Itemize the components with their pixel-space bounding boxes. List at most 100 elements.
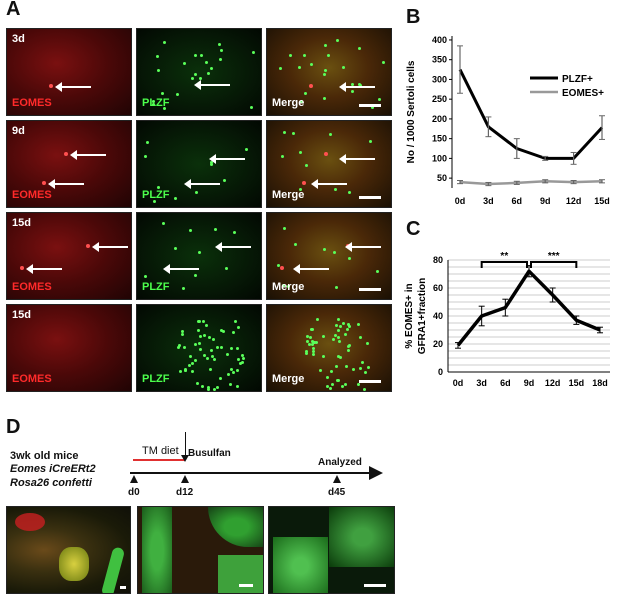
plzf-cell bbox=[311, 350, 315, 354]
plzf-cell bbox=[144, 155, 148, 159]
y-tick-label: 50 bbox=[437, 173, 447, 183]
plzf-cell bbox=[324, 44, 328, 48]
eomes-stain-label: EOMES bbox=[12, 281, 52, 293]
eomes-cell bbox=[301, 180, 306, 185]
y-axis-label-line-2: GFRA1+fraction bbox=[417, 278, 428, 354]
plzf-cell bbox=[236, 384, 240, 388]
plzf-cell bbox=[370, 105, 374, 109]
plzf-cell bbox=[241, 361, 245, 365]
plzf-cell bbox=[338, 324, 342, 328]
plzf-cell bbox=[299, 150, 303, 154]
micrograph-eomes-row-1: 3d EOMES bbox=[6, 28, 132, 116]
plzf-cell bbox=[219, 57, 223, 61]
plzf-cell bbox=[368, 140, 372, 144]
plzf-cell bbox=[156, 54, 160, 58]
plzf-cell bbox=[363, 388, 367, 391]
plzf-cell bbox=[233, 320, 237, 324]
plzf-cell bbox=[359, 83, 363, 87]
micrograph-merge-row-3: Merge bbox=[266, 212, 392, 300]
plzf-cell bbox=[229, 368, 233, 372]
plzf-cell bbox=[194, 273, 198, 277]
eomes-stain-label: EOMES bbox=[12, 373, 52, 385]
tick-label-d12: d12 bbox=[176, 487, 194, 498]
arrow-indicator bbox=[47, 178, 84, 189]
plzf-cell bbox=[215, 386, 219, 390]
micrograph-merge-row-1: Merge bbox=[266, 28, 392, 116]
plzf-cell bbox=[216, 346, 220, 350]
timeline-arrowhead bbox=[369, 466, 383, 480]
plzf-cell bbox=[336, 318, 340, 322]
merge-stain-label: Merge bbox=[272, 97, 305, 109]
arrow-indicator bbox=[311, 178, 348, 189]
plzf-cell bbox=[282, 226, 286, 230]
plzf-cell bbox=[329, 133, 333, 137]
plzf-cell bbox=[210, 66, 214, 70]
plzf-cell bbox=[323, 248, 327, 252]
plzf-cell bbox=[197, 341, 201, 345]
arrow-indicator bbox=[292, 263, 329, 274]
plzf-cell bbox=[209, 162, 213, 166]
series-line-EOMES+ bbox=[459, 180, 603, 186]
day-label: 15d bbox=[12, 217, 31, 229]
plzf-cell bbox=[314, 341, 318, 345]
plzf-cell bbox=[310, 343, 314, 347]
plzf-cell bbox=[160, 92, 164, 96]
x-tick-label: 3d bbox=[476, 378, 487, 388]
micrograph-plzf-row-2: PLZF bbox=[136, 120, 262, 208]
plzf-cell bbox=[282, 283, 286, 287]
plzf-cell bbox=[282, 131, 286, 135]
plzf-cell bbox=[305, 335, 309, 339]
plzf-cell bbox=[198, 334, 202, 338]
plzf-cell bbox=[328, 387, 332, 390]
x-tick-label: 12d bbox=[566, 196, 582, 206]
plzf-cell bbox=[292, 132, 296, 136]
plzf-cell bbox=[348, 344, 352, 348]
plzf-cell bbox=[288, 53, 292, 57]
day-label: 3d bbox=[12, 33, 25, 45]
arrow-indicator bbox=[215, 242, 252, 253]
plzf-cell bbox=[342, 321, 346, 325]
arrow-indicator bbox=[183, 178, 220, 189]
plzf-cell bbox=[322, 72, 326, 76]
plzf-cell bbox=[323, 96, 327, 100]
plzf-cell bbox=[232, 231, 236, 235]
plzf-cell bbox=[156, 69, 160, 73]
plzf-cell bbox=[300, 100, 304, 104]
plzf-cell bbox=[183, 368, 187, 372]
plzf-cell bbox=[361, 361, 365, 365]
y-axis-label: % EOMES+ in bbox=[404, 283, 415, 348]
plzf-cell bbox=[324, 68, 328, 72]
y-tick-label: 0 bbox=[438, 367, 443, 377]
timeline-axis bbox=[130, 472, 370, 474]
plzf-cell bbox=[303, 54, 307, 58]
plzf-cell bbox=[223, 178, 227, 182]
plzf-cell bbox=[344, 333, 348, 337]
plzf-cell bbox=[334, 188, 338, 192]
legend-label: PLZF+ bbox=[562, 74, 593, 85]
micrograph-eomes-row-2: 9d EOMES bbox=[6, 120, 132, 208]
y-tick-label: 100 bbox=[432, 153, 447, 163]
busulfan-arrow-shaft bbox=[185, 432, 186, 456]
x-tick-label: 18d bbox=[592, 378, 608, 388]
plzf-cell bbox=[173, 197, 177, 201]
mouse-line-3: Rosa26 confetti bbox=[10, 477, 92, 489]
busulfan-label: Busulfan bbox=[188, 448, 231, 459]
panel-c-line-chart: 0 20 40 60 80 0d 3d 6d 9d 12d 15d 18d % EOMES+ in GFR… bbox=[404, 251, 610, 388]
tm-diet-bar bbox=[133, 459, 185, 461]
x-tick-label: 0d bbox=[455, 196, 466, 206]
x-tick-label: 15d bbox=[594, 196, 610, 206]
plzf-cell bbox=[310, 339, 314, 343]
plzf-cell bbox=[209, 349, 213, 353]
plzf-cell bbox=[345, 364, 349, 368]
x-tick-label: 3d bbox=[483, 196, 494, 206]
plzf-cell bbox=[336, 379, 340, 383]
plzf-cell bbox=[347, 322, 351, 326]
plzf-cell bbox=[152, 103, 156, 106]
significance-label: ** bbox=[500, 251, 508, 262]
x-tick-label: 12d bbox=[545, 378, 561, 388]
plzf-cell bbox=[358, 366, 362, 370]
micrograph-plzf-row-1: PLZF bbox=[136, 28, 262, 116]
y-tick-label: 400 bbox=[432, 35, 447, 45]
y-tick-label: 300 bbox=[432, 74, 447, 84]
plzf-cell bbox=[195, 382, 199, 386]
